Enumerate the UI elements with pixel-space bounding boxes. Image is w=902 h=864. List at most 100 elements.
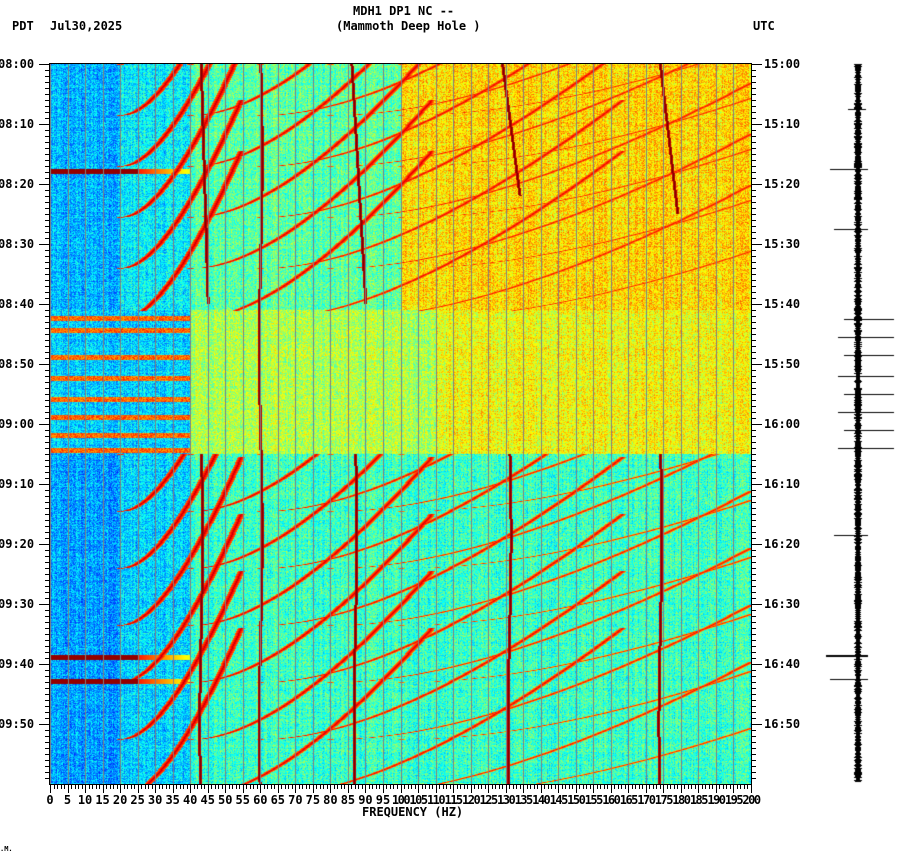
x-tick xyxy=(547,784,549,789)
y-minor-tick-right xyxy=(751,88,756,89)
x-tick xyxy=(207,784,209,793)
x-tick xyxy=(729,784,731,789)
y-minor-tick-left xyxy=(45,394,50,395)
x-tick xyxy=(705,784,707,789)
y-major-tick-left xyxy=(39,364,50,365)
x-tick xyxy=(120,784,122,793)
x-tick xyxy=(743,784,745,789)
y-minor-tick-left xyxy=(45,100,50,101)
y-minor-tick-right xyxy=(751,778,756,779)
x-tick xyxy=(617,784,619,789)
x-tick xyxy=(67,784,69,793)
x-tick-label: 20 xyxy=(112,793,128,807)
x-tick xyxy=(64,784,66,789)
x-tick xyxy=(642,784,644,789)
x-tick xyxy=(242,784,244,793)
y-minor-tick-left xyxy=(45,502,50,503)
x-axis-title: FREQUENCY (HZ) xyxy=(362,805,464,819)
y-minor-tick-right xyxy=(751,298,756,299)
y-tick-label-left: 08:20 xyxy=(0,177,35,191)
y-minor-tick-left xyxy=(45,160,50,161)
x-tick xyxy=(253,784,255,789)
y-minor-tick-left xyxy=(45,322,50,323)
y-minor-tick-left xyxy=(45,520,50,521)
x-tick xyxy=(544,784,546,789)
x-tick xyxy=(218,784,220,789)
y-minor-tick-right xyxy=(751,766,756,767)
y-major-tick-left xyxy=(39,304,50,305)
y-minor-tick-left xyxy=(45,256,50,257)
x-tick xyxy=(694,784,696,789)
y-minor-tick-left xyxy=(45,610,50,611)
x-tick xyxy=(78,784,80,789)
y-minor-tick-left xyxy=(45,436,50,437)
x-tick xyxy=(603,784,605,789)
y-minor-tick-left xyxy=(45,292,50,293)
x-tick xyxy=(404,784,405,789)
x-tick xyxy=(747,784,749,789)
spectrogram-canvas xyxy=(50,64,751,784)
y-major-tick-right xyxy=(751,364,762,365)
y-minor-tick-right xyxy=(751,532,756,533)
y-major-tick-right xyxy=(751,244,762,245)
x-tick xyxy=(193,784,195,789)
y-minor-tick-left xyxy=(45,694,50,695)
x-tick xyxy=(274,784,276,789)
y-minor-tick-right xyxy=(751,190,756,191)
x-tick xyxy=(698,784,700,793)
x-tick-label: 95 xyxy=(375,793,391,807)
x-tick xyxy=(712,784,714,789)
y-minor-tick-right xyxy=(751,148,756,149)
y-minor-tick-right xyxy=(751,760,756,761)
y-major-tick-right xyxy=(751,64,762,65)
x-tick xyxy=(190,784,192,793)
x-tick xyxy=(123,784,125,789)
x-tick xyxy=(267,784,269,789)
x-tick xyxy=(200,784,202,789)
y-minor-tick-left xyxy=(45,736,50,737)
y-tick-label-left: 09:50 xyxy=(0,717,35,731)
x-tick xyxy=(596,784,598,789)
y-minor-tick-left xyxy=(45,262,50,263)
y-minor-tick-right xyxy=(751,448,756,449)
x-tick-label: 180 xyxy=(672,793,691,807)
y-minor-tick-right xyxy=(751,670,756,671)
x-tick-label: 115 xyxy=(444,793,463,807)
x-tick xyxy=(663,784,665,793)
y-minor-tick-left xyxy=(45,706,50,707)
x-tick xyxy=(389,784,391,789)
x-tick-label: 160 xyxy=(602,793,621,807)
x-tick xyxy=(137,784,139,793)
x-tick-label: 0 xyxy=(46,793,54,807)
x-tick xyxy=(631,784,633,789)
y-minor-tick-left xyxy=(45,118,50,119)
x-tick-label: 65 xyxy=(270,793,286,807)
y-minor-tick-left xyxy=(45,334,50,335)
y-minor-tick-right xyxy=(751,388,756,389)
x-tick xyxy=(106,784,108,789)
y-minor-tick-right xyxy=(751,118,756,119)
x-tick xyxy=(323,784,325,789)
x-tick-label: 80 xyxy=(323,793,338,807)
x-tick xyxy=(183,784,185,789)
x-tick xyxy=(687,784,689,789)
y-minor-tick-left xyxy=(45,598,50,599)
x-tick xyxy=(288,784,290,789)
x-tick xyxy=(92,784,94,789)
y-minor-tick-right xyxy=(751,226,756,227)
x-tick-label: 25 xyxy=(130,793,145,807)
x-tick-label: 165 xyxy=(619,793,639,807)
y-tick-label-left: 08:50 xyxy=(0,357,35,371)
x-tick xyxy=(418,784,420,793)
x-tick xyxy=(498,784,500,789)
x-tick xyxy=(512,784,514,789)
x-tick xyxy=(635,784,637,789)
x-tick xyxy=(151,784,153,789)
x-tick xyxy=(684,784,686,789)
y-minor-tick-right xyxy=(751,340,756,341)
y-minor-tick-left xyxy=(45,232,50,233)
y-minor-tick-left xyxy=(45,538,50,539)
x-tick-label: 195 xyxy=(724,793,744,807)
y-tick-label-left: 08:40 xyxy=(0,297,35,311)
y-minor-tick-left xyxy=(45,742,50,743)
